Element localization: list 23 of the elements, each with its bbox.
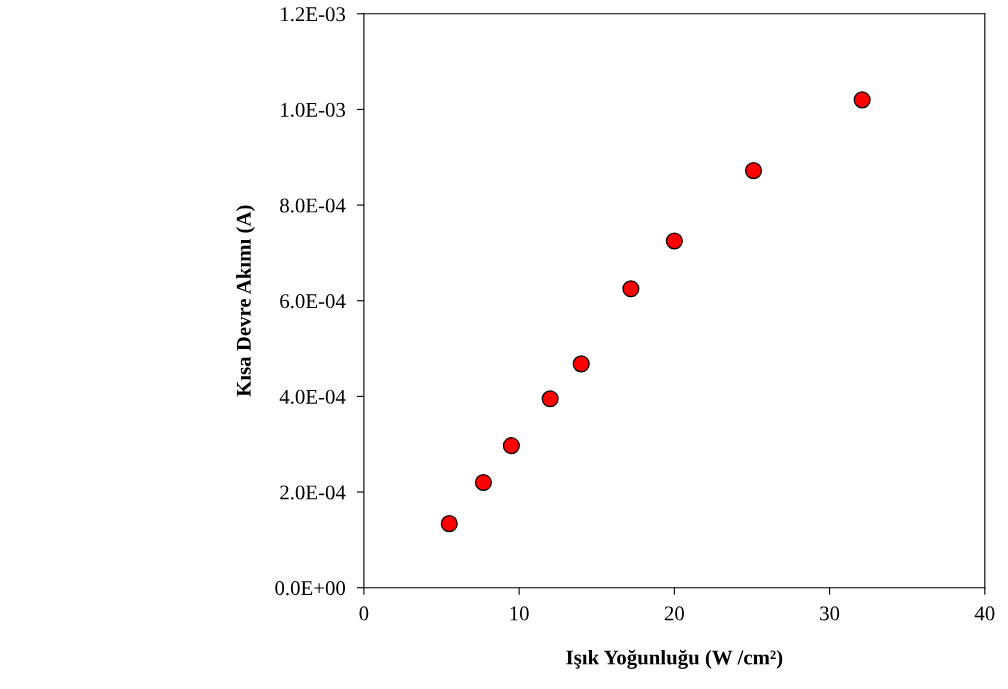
x-tick-label: 30 [820,606,840,621]
point [474,473,492,492]
x-axis-title: Işık Yoğunluğu (W /cm²) [566,649,783,669]
y-tick-label: 1.2E-03 [281,7,346,22]
point [541,390,559,408]
x-tick-label: 10 [510,606,529,621]
y-tick-label: 0.0E+00 [275,581,346,596]
point [744,162,763,180]
y-tick-label: 1.0E-03 [281,102,346,117]
point [572,355,590,373]
y-tick-label: 8.0E-04 [280,198,346,213]
point [665,232,683,250]
x-tick-label: 0 [359,606,369,621]
point [622,280,640,298]
x-tick-label: 20 [664,606,684,621]
y-tick-label: 4.0E-04 [279,389,346,404]
point [853,91,871,109]
y-axis-title: Kısa Devre Akımı (A) [236,205,256,397]
point [502,437,520,455]
y-tick-label: 2.0E-04 [280,485,346,500]
y-tick-label: 6.0E-04 [280,294,346,309]
x-tick-label: 40 [974,606,995,621]
point [440,515,458,533]
